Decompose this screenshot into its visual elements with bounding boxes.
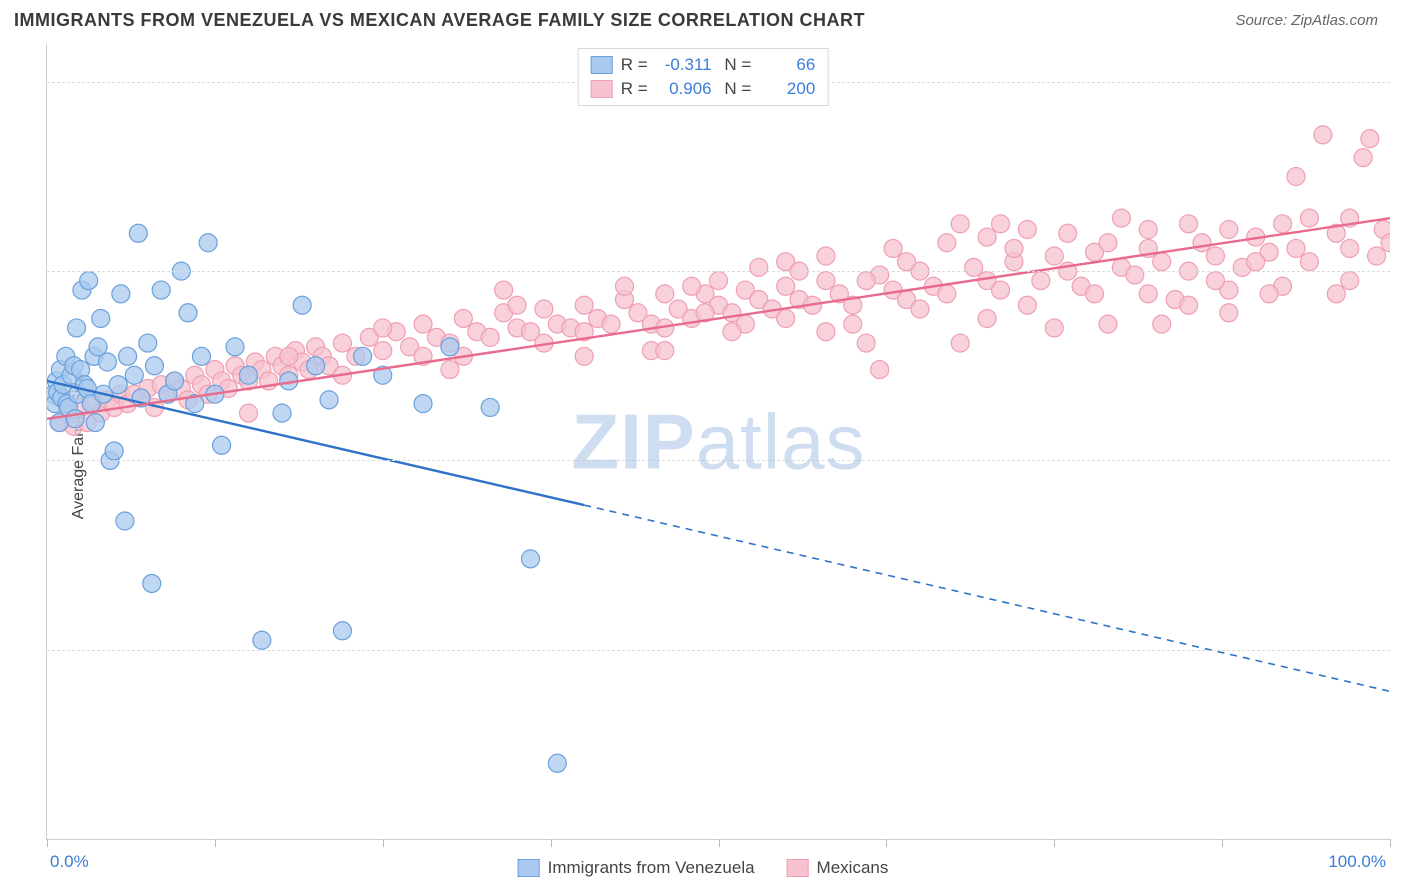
- legend-row-mexicans: R =0.906 N =200: [591, 77, 816, 101]
- legend-label: Immigrants from Venezuela: [548, 858, 755, 878]
- series-legend: Immigrants from Venezuela Mexicans: [518, 858, 889, 878]
- legend-item-venezuela: Immigrants from Venezuela: [518, 858, 755, 878]
- swatch-mexicans: [591, 80, 613, 98]
- scatter-plot: [47, 44, 1390, 839]
- n-value-mexicans: 200: [759, 77, 815, 101]
- swatch-venezuela: [591, 56, 613, 74]
- plot-area: ZIPatlas 2.003.004.005.00: [46, 44, 1390, 840]
- x-min-label: 0.0%: [50, 852, 89, 872]
- n-value-venezuela: 66: [759, 53, 815, 77]
- swatch-icon: [787, 859, 809, 877]
- chart-title: IMMIGRANTS FROM VENEZUELA VS MEXICAN AVE…: [14, 10, 865, 31]
- r-value-venezuela: -0.311: [656, 53, 712, 77]
- legend-label: Mexicans: [817, 858, 889, 878]
- x-max-label: 100.0%: [1328, 852, 1386, 872]
- legend-row-venezuela: R =-0.311 N =66: [591, 53, 816, 77]
- correlation-legend: R =-0.311 N =66 R =0.906 N =200: [578, 48, 829, 106]
- legend-item-mexicans: Mexicans: [787, 858, 889, 878]
- r-value-mexicans: 0.906: [656, 77, 712, 101]
- source-text: Source: ZipAtlas.com: [1235, 12, 1378, 29]
- swatch-icon: [518, 859, 540, 877]
